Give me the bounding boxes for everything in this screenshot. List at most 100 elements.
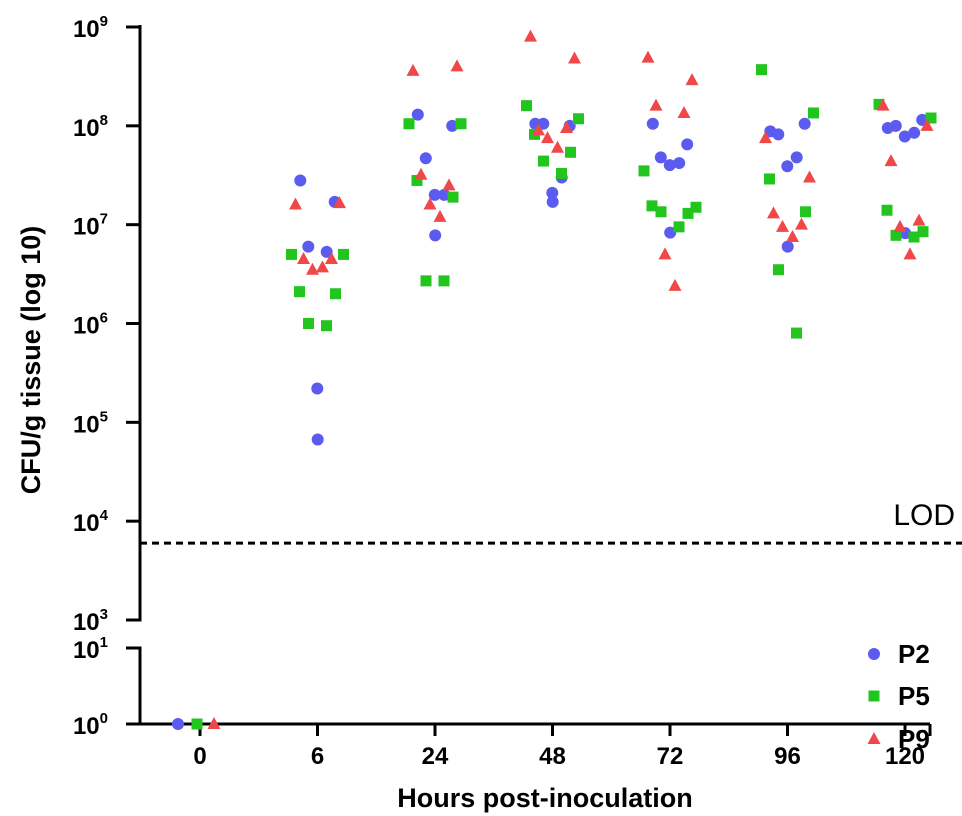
data-point-p9 — [406, 63, 420, 76]
data-point-p9 — [423, 197, 437, 210]
data-point-p9 — [207, 717, 221, 729]
data-point-p5 — [455, 118, 467, 130]
y-tick-label: 106 — [73, 310, 108, 340]
data-point-p5 — [925, 112, 937, 124]
lod-reference: LOD — [140, 499, 962, 545]
data-point-p9 — [560, 121, 573, 134]
data-point-p5 — [690, 201, 702, 213]
data-point-p2 — [908, 126, 921, 139]
data-point-p2 — [664, 226, 677, 239]
data-point-p5 — [420, 275, 432, 287]
x-tick-label: 6 — [311, 743, 324, 770]
legend-label-p9: P9 — [898, 724, 930, 754]
data-point-p2 — [781, 160, 794, 173]
y-tick-label: 107 — [73, 211, 108, 241]
data-point-p9 — [297, 251, 310, 264]
x-tick-label: 24 — [422, 743, 449, 770]
data-point-p5 — [330, 288, 341, 300]
data-point-p5 — [521, 100, 532, 112]
data-point-p5 — [286, 248, 297, 260]
data-point-p2 — [546, 195, 559, 208]
data-point-p5 — [808, 107, 819, 119]
x-tick-label: 120 — [885, 743, 925, 770]
data-point-p2 — [681, 138, 694, 151]
data-point-p5 — [646, 200, 658, 212]
data-point-p2 — [172, 718, 184, 730]
data-point-p2 — [663, 159, 676, 172]
data-point-p5 — [908, 231, 920, 243]
data-point-p2 — [798, 117, 811, 130]
data-point-p9 — [316, 260, 329, 273]
data-point-p9 — [668, 278, 682, 291]
data-point-p9 — [767, 206, 780, 219]
data-point-p2 — [646, 117, 659, 130]
x-tick-label: 96 — [774, 743, 801, 770]
data-point-p9 — [912, 213, 926, 226]
data-point-p5 — [403, 118, 415, 130]
data-point-p2 — [898, 130, 911, 143]
data-point-p2 — [429, 229, 442, 242]
data-point-p2 — [546, 186, 559, 199]
data-point-p2 — [781, 240, 794, 253]
data-point-p5 — [294, 286, 305, 298]
data-point-p9 — [893, 219, 907, 232]
x-tick-label: 0 — [193, 743, 206, 770]
data-point-p9 — [876, 98, 890, 111]
data-point-p9 — [442, 178, 456, 191]
data-point-p5 — [447, 191, 459, 203]
data-point-p9 — [289, 197, 302, 210]
y-tick-label: 101 — [73, 634, 108, 664]
data-point-p2 — [311, 433, 324, 446]
data-point-p5 — [638, 165, 650, 177]
data-point-p2 — [790, 151, 803, 164]
data-point-p5 — [756, 64, 767, 76]
data-point-p5 — [411, 174, 423, 186]
data-point-p9 — [433, 209, 447, 222]
data-point-p5 — [565, 146, 576, 158]
legend-label-p2: P2 — [898, 639, 930, 669]
data-point-p9 — [524, 29, 537, 42]
x-tick-label: 48 — [539, 743, 566, 770]
data-point-p5 — [338, 248, 349, 260]
y-tick-label: 100 — [73, 710, 108, 740]
data-point-p2 — [772, 128, 785, 141]
data-point-p9 — [903, 247, 917, 260]
data-points — [172, 29, 937, 730]
y-tick-label: 109 — [73, 13, 108, 43]
legend: P2 P5 P9 — [867, 639, 930, 754]
data-point-p5 — [573, 113, 584, 125]
data-point-p5 — [773, 264, 784, 276]
data-point-p9 — [333, 196, 346, 209]
data-point-p2 — [673, 157, 686, 170]
data-point-p9 — [786, 230, 799, 243]
x-axis-title: Hours post-inoculation — [397, 783, 692, 813]
data-point-p5 — [682, 207, 694, 219]
data-point-p5 — [321, 320, 332, 332]
data-point-p2 — [438, 188, 451, 201]
data-point-p9 — [677, 105, 691, 118]
data-point-p5 — [890, 229, 902, 241]
data-point-p2 — [889, 119, 902, 132]
data-point-p2 — [311, 382, 324, 395]
data-point-p9 — [532, 123, 545, 136]
data-point-p2 — [654, 151, 667, 164]
data-point-p9 — [658, 247, 672, 260]
legend-marker-p5 — [868, 690, 880, 702]
data-point-p2 — [294, 174, 307, 187]
x-tick-label: 72 — [657, 743, 684, 770]
legend-label-p5: P5 — [898, 681, 930, 711]
y-axis-title: CFU/g tissue (log 10) — [16, 226, 46, 495]
data-point-p2 — [320, 245, 333, 258]
lod-label: LOD — [893, 499, 955, 532]
data-point-p9 — [803, 170, 816, 183]
data-point-p5 — [764, 173, 775, 185]
data-point-p5 — [538, 155, 549, 167]
data-point-p5 — [917, 226, 929, 238]
data-point-p2 — [302, 240, 315, 253]
data-point-p9 — [920, 118, 934, 131]
y-tick-label: 103 — [73, 606, 108, 636]
legend-marker-p2 — [868, 648, 880, 660]
data-point-p5 — [191, 718, 203, 730]
data-point-p9 — [568, 51, 581, 64]
